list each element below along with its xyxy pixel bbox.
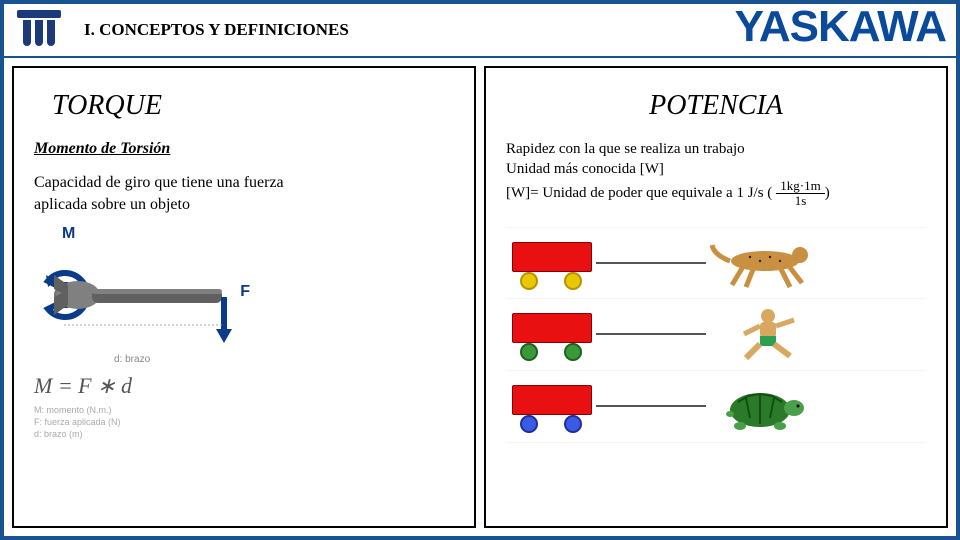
potencia-line1: Rapidez con la que se realiza un trabajo xyxy=(506,140,926,160)
torque-formula: M = F ∗ d xyxy=(34,373,454,399)
torque-panel: TORQUE Momento de Torsión Capacidad de g… xyxy=(12,66,476,528)
torque-diagram: M F d: brazo xyxy=(34,225,274,365)
rope-icon xyxy=(596,405,706,407)
turtle-icon xyxy=(710,378,820,434)
legend-f: F: fuerza aplicada (N) xyxy=(34,417,454,429)
column-logo-icon xyxy=(14,10,64,50)
cart-row-turtle xyxy=(506,371,926,443)
potencia-panel: POTENCIA Rapidez con la que se realiza u… xyxy=(484,66,948,528)
legend-m: M: momento (N.m.) xyxy=(34,405,454,417)
fraction-denominator: 1s xyxy=(776,194,824,208)
torque-title: TORQUE xyxy=(52,90,454,122)
moment-label: M xyxy=(62,225,75,243)
torque-subtitle: Momento de Torsión xyxy=(34,140,454,158)
runner-icon xyxy=(710,306,820,362)
cheetah-icon xyxy=(710,235,820,291)
cart-icon xyxy=(512,313,592,355)
cart-icon xyxy=(512,385,592,427)
rope-icon xyxy=(596,262,706,264)
torque-definition: Capacidad de giro que tiene una fuerza a… xyxy=(34,172,314,215)
content: TORQUE Momento de Torsión Capacidad de g… xyxy=(4,58,956,536)
carts-illustration xyxy=(506,227,926,443)
cart-row-runner xyxy=(506,299,926,371)
potencia-line3-text: [W]= Unidad de poder que equivale a 1 J/… xyxy=(506,185,764,201)
rope-icon xyxy=(596,333,706,335)
arm-label: d: brazo xyxy=(114,354,150,365)
potencia-line3: [W]= Unidad de poder que equivale a 1 J/… xyxy=(506,179,926,209)
fraction: 1kg·1m 1s xyxy=(776,179,824,209)
cart-row-cheetah xyxy=(506,227,926,299)
legend-d: d: brazo (m) xyxy=(34,429,454,441)
potencia-title: POTENCIA xyxy=(506,90,926,122)
section-title: I. CONCEPTOS Y DEFINICIONES xyxy=(84,20,349,40)
formula-legend: M: momento (N.m.) F: fuerza aplicada (N)… xyxy=(34,405,454,440)
header: I. CONCEPTOS Y DEFINICIONES YASKAWA xyxy=(4,4,956,58)
force-label: F xyxy=(240,283,250,301)
cart-icon xyxy=(512,242,592,284)
fraction-numerator: 1kg·1m xyxy=(776,179,824,194)
brand-logo: YASKAWA xyxy=(735,2,946,52)
potencia-line2: Unidad más conocida [W] xyxy=(506,160,926,180)
wrench-icon xyxy=(34,245,254,345)
